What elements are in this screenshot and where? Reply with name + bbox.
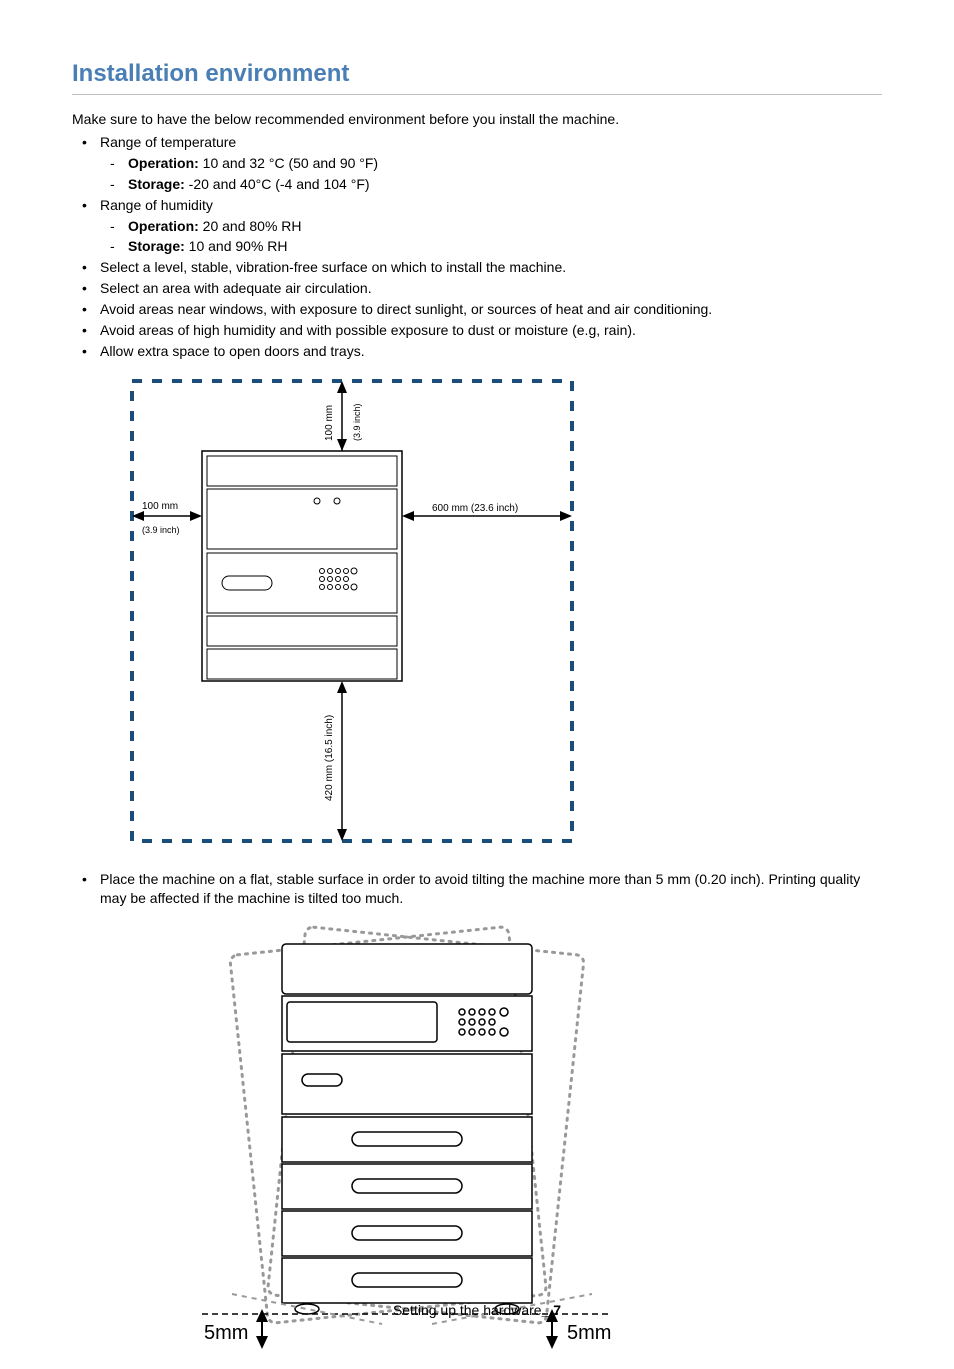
list-item: Storage: -20 and 40°C (-4 and 104 °F) <box>100 175 882 194</box>
range-hum: Range of humidity <box>100 197 213 213</box>
label: Storage: <box>128 176 185 192</box>
label: Storage: <box>128 238 185 254</box>
list-item: Operation: 20 and 80% RH <box>100 217 882 236</box>
list-item: Operation: 10 and 32 °C (50 and 90 °F) <box>100 154 882 173</box>
bottom-mm: 420 mm (16.5 inch) <box>324 715 335 801</box>
tilt-right-mm: 5mm <box>567 1322 611 1344</box>
list-item: Range of humidity Operation: 20 and 80% … <box>72 196 882 257</box>
label: Operation: <box>128 218 199 234</box>
top-in: (3.9 inch) <box>352 403 362 441</box>
bullet-list-2: Place the machine on a flat, stable surf… <box>72 870 882 908</box>
list-item: Place the machine on a flat, stable surf… <box>72 870 882 908</box>
top-mm: 100 mm <box>324 405 335 441</box>
bullet-list: Range of temperature Operation: 10 and 3… <box>72 133 882 361</box>
list-item: Allow extra space to open doors and tray… <box>72 342 882 361</box>
value: 20 and 80% RH <box>199 218 302 234</box>
left-mm: 100 mm <box>142 501 178 512</box>
tilt-left-mm: 5mm <box>204 1322 248 1344</box>
list-item: Avoid areas of high humidity and with po… <box>72 321 882 340</box>
right-mm: 600 mm (23.6 inch) <box>432 503 518 514</box>
page-footer: Setting up the hardware_ 7 <box>0 1302 954 1318</box>
left-in: (3.9 inch) <box>142 525 180 535</box>
range-temp: Range of temperature <box>100 134 236 150</box>
value: -20 and 40°C (-4 and 104 °F) <box>185 176 370 192</box>
clearance-diagram: 100 mm (3.9 inch) 100 mm (3.9 inch) 600 … <box>72 371 882 856</box>
list-item: Select an area with adequate air circula… <box>72 279 882 298</box>
list-item: Range of temperature Operation: 10 and 3… <box>72 133 882 194</box>
footer-text: Setting up the hardware <box>393 1302 542 1318</box>
value: 10 and 32 °C (50 and 90 °F) <box>199 155 378 171</box>
list-item: Select a level, stable, vibration-free s… <box>72 258 882 277</box>
section-title: Installation environment <box>72 60 882 95</box>
list-item: Storage: 10 and 90% RH <box>100 237 882 256</box>
label: Operation: <box>128 155 199 171</box>
tilt-diagram: 5mm 5mm <box>72 914 882 1369</box>
list-item: Avoid areas near windows, with exposure … <box>72 300 882 319</box>
value: 10 and 90% RH <box>185 238 288 254</box>
intro-text: Make sure to have the below recommended … <box>72 111 882 127</box>
page-number: _ 7 <box>542 1302 561 1318</box>
